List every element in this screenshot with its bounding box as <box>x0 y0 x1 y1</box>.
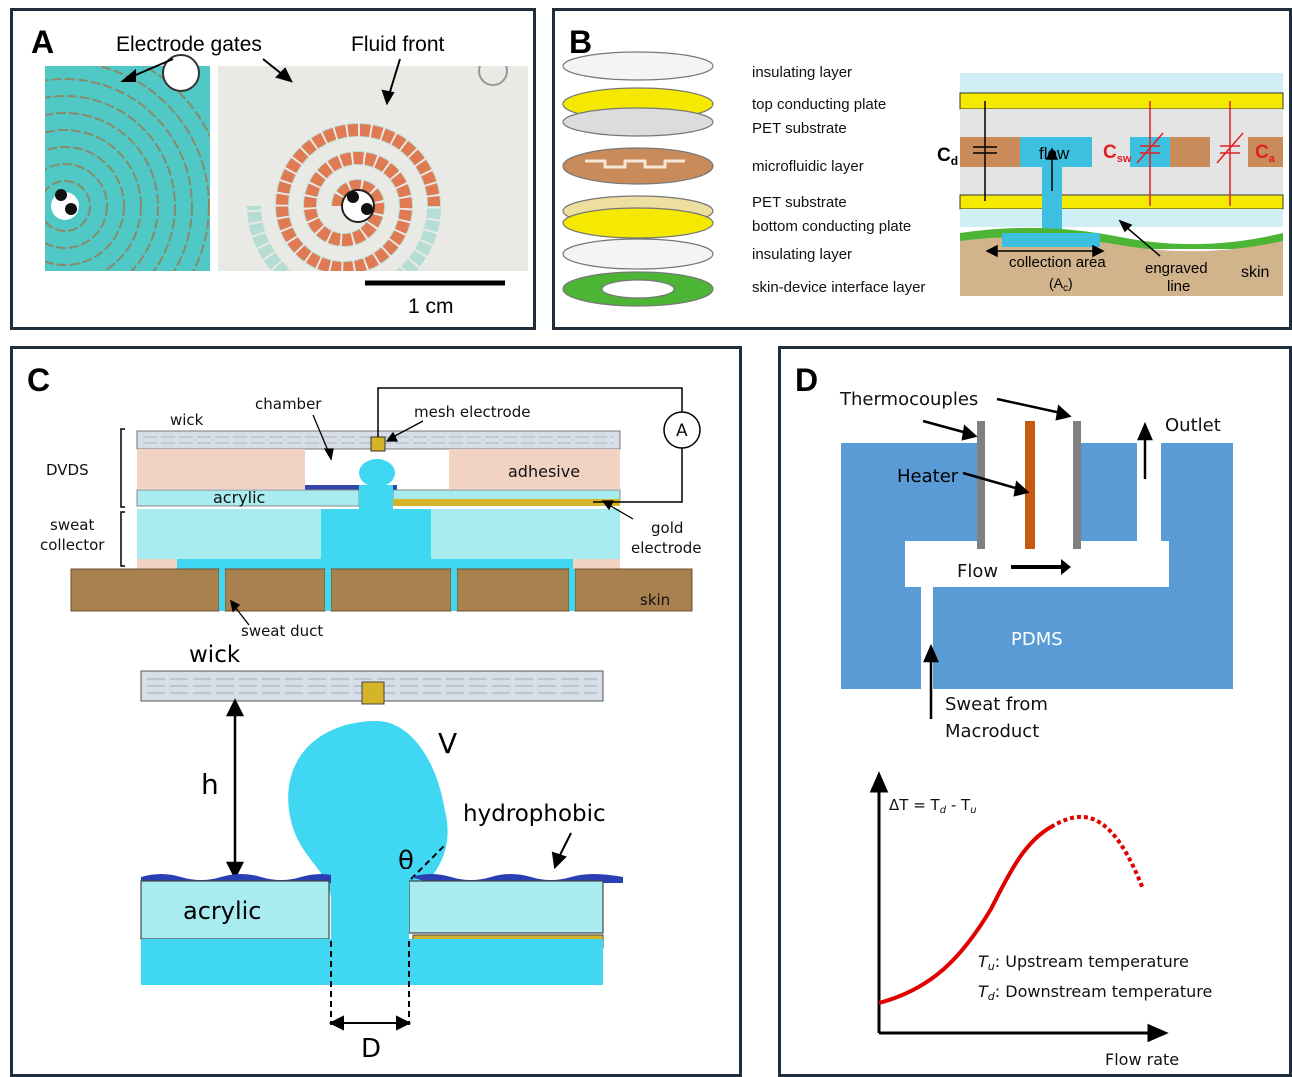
tu-label: T <box>978 952 989 971</box>
panel-letter: A <box>31 24 54 60</box>
sweat-from-label: Sweat from <box>945 694 1048 715</box>
cd-label: C <box>937 145 951 166</box>
pdms-label: PDMS <box>1011 629 1063 650</box>
panel-letter: C <box>27 362 50 398</box>
svg-text:Cd: Cd <box>937 145 958 168</box>
dvds-label: DVDS <box>46 461 89 479</box>
ac-sub: c <box>1063 283 1068 294</box>
thermocouples-label: Thermocouples <box>839 389 978 410</box>
skin-label: skin <box>640 591 670 609</box>
td-label: T <box>978 982 989 1001</box>
ac-close: ) <box>1068 275 1073 291</box>
scale-label: 1 cm <box>408 295 454 318</box>
heater-bar <box>1025 421 1035 549</box>
ammeter-label: A <box>676 421 688 441</box>
collection-area-label: collection area <box>1009 254 1106 271</box>
panel-b-figure: B insulating layer top conducting plate … <box>562 24 1284 307</box>
layer-label-7: insulating layer <box>752 246 852 263</box>
sweat-label: sweat <box>50 516 95 534</box>
svg-text:Csw: Csw <box>1103 142 1132 165</box>
ca-label: C <box>1255 142 1269 163</box>
layer-label-8: skin-device interface layer <box>752 279 925 296</box>
ca-sub: a <box>1269 153 1276 165</box>
panel-a-figure: A Electrode gates Fluid front 1 cm <box>31 24 528 318</box>
height-label: h <box>201 768 219 801</box>
acrylic-label-top: acrylic <box>213 488 265 507</box>
engraved-label: engraved <box>1145 260 1208 277</box>
layer-label-5: PET substrate <box>752 194 847 211</box>
outlet-label: Outlet <box>1165 415 1221 436</box>
panel-d: D Thermocouples Outlet Heater Flow PDMS … <box>778 346 1292 1077</box>
adhesive-label: adhesive <box>508 462 580 481</box>
csw-sub: sw <box>1117 153 1132 165</box>
thermocouple-upstream <box>977 421 985 549</box>
response-curve-solid <box>878 825 1052 1005</box>
collector-label: collector <box>40 536 105 554</box>
svg-text:Tu: Upstream temperature: Tu: Upstream temperature <box>978 952 1189 973</box>
ac-label: (A <box>1049 275 1064 291</box>
flow-label: Flow <box>957 561 998 582</box>
electrode-photo-left <box>45 66 210 271</box>
ylabel-u: u <box>970 805 976 816</box>
layer-label-2: top conducting plate <box>752 96 886 113</box>
ylabel-mid: - T <box>946 796 971 814</box>
graph-axes <box>869 771 1169 1043</box>
response-curve-dashed <box>1049 814 1145 890</box>
acrylic-label-zoom: acrylic <box>183 897 262 925</box>
fluid-front-label: Fluid front <box>351 33 445 56</box>
panel-c-figure: C wick chamber <box>27 362 702 1064</box>
panel-letter: D <box>795 362 818 398</box>
layer-label-4: microfluidic layer <box>752 158 864 175</box>
flow-label: flow <box>1039 144 1070 163</box>
diameter-label: D <box>361 1034 381 1064</box>
ylabel-d: d <box>940 805 947 816</box>
hydrophobic-label: hydrophobic <box>463 801 606 827</box>
gold-label: gold <box>651 519 683 537</box>
line-label: line <box>1167 278 1190 295</box>
heater-label: Heater <box>897 466 959 487</box>
contact-angle-label: θ <box>398 846 414 876</box>
panel-b: B insulating layer top conducting plate … <box>552 8 1292 330</box>
panel-d-figure: D Thermocouples Outlet Heater Flow PDMS … <box>795 362 1233 1069</box>
svg-text:Td: Downstream temperature: Td: Downstream temperature <box>978 982 1212 1003</box>
td-sub: d <box>988 990 996 1003</box>
sweat-duct-label: sweat duct <box>241 622 323 640</box>
svg-text:(Ac): (Ac) <box>1049 275 1073 294</box>
panel-letter: B <box>569 24 592 60</box>
tu-text: : Upstream temperature <box>995 952 1189 971</box>
electrode-photo-right <box>218 66 528 271</box>
tu-sub: u <box>988 960 995 973</box>
skin-label: skin <box>1241 264 1269 281</box>
layer-label-6: bottom conducting plate <box>752 218 911 235</box>
electrode-label: electrode <box>631 539 702 557</box>
macroduct-label: Macroduct <box>945 721 1039 742</box>
wick-label: wick <box>170 411 204 429</box>
xlabel: Flow rate <box>1105 1050 1179 1069</box>
mesh-electrode-label: mesh electrode <box>414 403 530 421</box>
layer-label-3: PET substrate <box>752 120 847 137</box>
layer-stack <box>562 51 714 307</box>
layer-label-1: insulating layer <box>752 64 852 81</box>
panel-a: A Electrode gates Fluid front 1 cm <box>10 8 536 330</box>
wick-label-zoom: wick <box>189 642 241 668</box>
td-text: : Downstream temperature <box>995 982 1213 1001</box>
svg-text:Ca: Ca <box>1255 142 1276 165</box>
cd-sub: d <box>951 154 958 168</box>
chamber-label: chamber <box>255 395 322 413</box>
panel-c: C wick chamber <box>10 346 742 1077</box>
ylabel: ΔT = T <box>889 796 941 814</box>
thermocouple-downstream <box>1073 421 1081 549</box>
csw-label: C <box>1103 142 1117 163</box>
volume-label: V <box>438 727 457 760</box>
electrode-gates-label: Electrode gates <box>116 33 262 56</box>
svg-text:ΔT = Td - Tu: ΔT = Td - Tu <box>889 796 977 816</box>
